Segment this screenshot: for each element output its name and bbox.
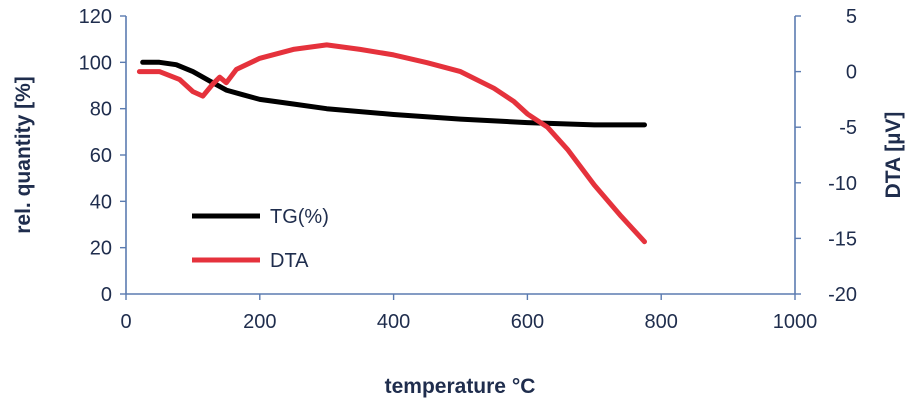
y-tick-label-0: 0 (101, 284, 112, 306)
y2-tick-label-0: -20 (828, 284, 857, 306)
y2-tick-label-3: -5 (839, 117, 857, 139)
x-tick-label-2: 400 (377, 311, 410, 333)
series-line-dta (136, 42, 647, 245)
legend: TG(%) DTA (192, 206, 329, 272)
legend-label-tg: TG(%) (270, 206, 329, 228)
series-layer (136, 42, 647, 245)
y2-tick-label-5: 5 (846, 6, 857, 28)
y-tick-label-2: 40 (90, 191, 112, 213)
y2-tick-label-2: -10 (828, 173, 857, 195)
y2-tick-label-4: 0 (846, 62, 857, 84)
x-tick-label-0: 0 (120, 311, 131, 333)
y-tick-label-3: 60 (90, 145, 112, 167)
y-axis-right-title: DTA [µV] (882, 112, 905, 199)
y2-tick-label-1: -15 (828, 228, 857, 250)
x-axis-title: temperature °C (385, 375, 536, 398)
y-tick-label-4: 80 (90, 99, 112, 121)
x-tick-label-5: 1000 (773, 311, 818, 333)
tick-layer: 0 200 400 600 800 1000 0 20 40 60 80 100 120 -20 -15 -1… (79, 6, 857, 333)
y-tick-label-6: 120 (79, 6, 112, 28)
legend-label-dta: DTA (270, 250, 309, 272)
x-tick-label-3: 600 (511, 311, 544, 333)
y-tick-label-5: 100 (79, 52, 112, 74)
y-axis-left-title: rel. quantity [%] (12, 76, 35, 234)
x-tick-label-1: 200 (243, 311, 276, 333)
x-tick-label-4: 800 (645, 311, 678, 333)
series-line-tg (140, 59, 647, 128)
y-tick-label-1: 20 (90, 238, 112, 260)
